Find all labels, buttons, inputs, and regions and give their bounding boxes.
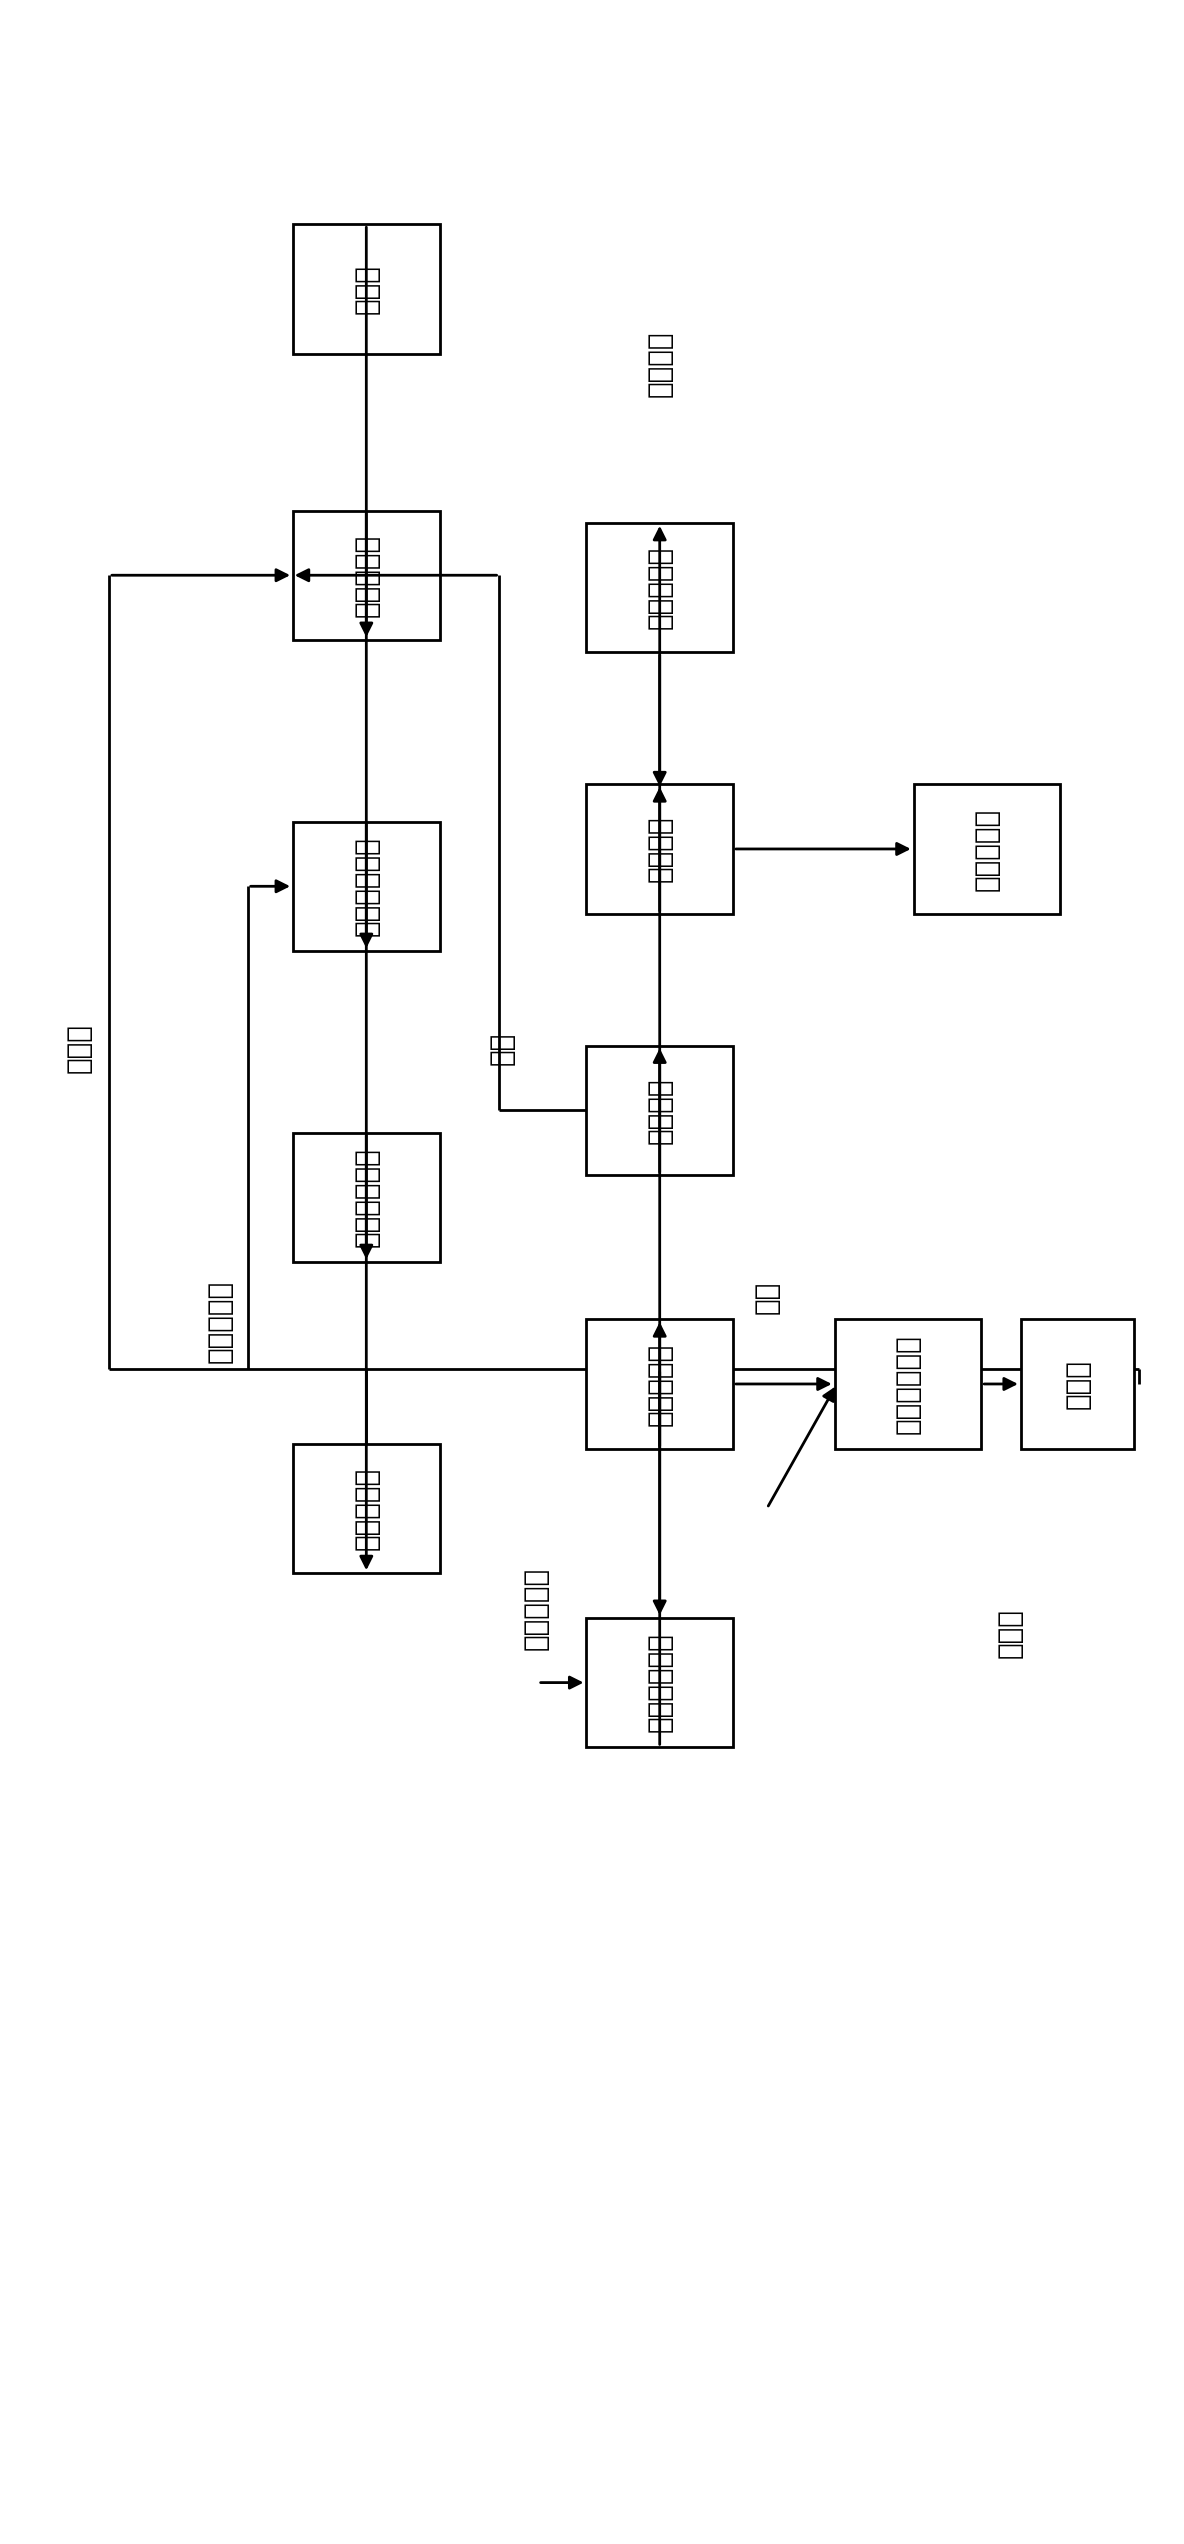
Text: 上清液: 上清液 [65,1023,92,1074]
Bar [586,524,733,651]
Text: 超滤系统: 超滤系统 [645,1076,674,1142]
Text: 一级碳氧化区: 一级碳氧化区 [353,1147,380,1247]
Bar [586,1320,733,1448]
Text: 二级硝化区: 二级硝化区 [645,1343,674,1425]
Text: 纳滤系统: 纳滤系统 [645,817,674,883]
Text: 反渗透系统: 反渗透系统 [645,547,674,628]
Bar [1021,1320,1133,1448]
Bar [292,822,439,951]
Bar [586,1618,733,1748]
Text: 一级硝化区: 一级硝化区 [353,1468,380,1549]
Text: 污泥处理系统: 污泥处理系统 [894,1333,922,1435]
Text: 浓缩液系统: 浓缩液系统 [973,806,1000,890]
Text: 一级反硝化区: 一级反硝化区 [353,837,380,936]
Text: 出水排放: 出水排放 [645,331,674,397]
Bar [586,1046,733,1175]
Bar [292,1132,439,1262]
Text: 干污泥: 干污泥 [1063,1358,1092,1409]
Text: 二级硝化液: 二级硝化液 [522,1567,549,1649]
Bar [292,1442,439,1572]
Bar [835,1320,982,1448]
Text: 二级反硝化区: 二级反硝化区 [645,1633,674,1732]
Text: 药剂: 药剂 [753,1280,781,1313]
Text: 一级硝化液: 一级硝化液 [206,1280,233,1364]
Text: 上清液: 上清液 [996,1608,1023,1659]
Text: 水解酸化池: 水解酸化池 [353,534,380,616]
Text: 调节池: 调节池 [353,265,380,313]
Bar [292,224,439,354]
Text: 污泥: 污泥 [488,1030,516,1066]
Bar [914,784,1061,913]
Bar [292,511,439,641]
Bar [586,784,733,913]
